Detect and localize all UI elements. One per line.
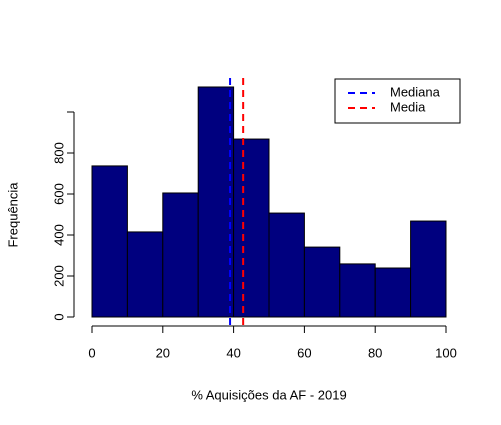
bar	[91, 165, 128, 318]
bar	[268, 212, 305, 318]
bar	[339, 263, 376, 318]
bar	[410, 220, 447, 318]
x-tick-label: 60	[297, 345, 311, 360]
y-tick-label: 400	[51, 224, 66, 246]
y-tick-label: 200	[51, 265, 66, 287]
x-axis-label: % Aquisições da AF - 2019	[191, 387, 346, 402]
y-tick-label: 600	[51, 183, 66, 205]
x-tick-label: 40	[226, 345, 240, 360]
y-tick-label: 0	[51, 313, 66, 320]
x-tick-label: 80	[368, 345, 382, 360]
legend-label: Media	[390, 99, 426, 114]
bar	[197, 86, 235, 318]
x-tick-label: 100	[435, 345, 457, 360]
bar	[233, 138, 270, 318]
bar	[162, 192, 199, 318]
bar	[126, 231, 164, 318]
y-tick-label: 800	[51, 142, 66, 164]
x-tick-label: 20	[156, 345, 170, 360]
y-axis-label: Frequência	[5, 182, 20, 248]
legend-label: Mediana	[390, 84, 441, 99]
legend-box	[334, 78, 461, 124]
bar	[303, 246, 341, 318]
bar	[374, 267, 412, 318]
x-tick-label: 0	[88, 345, 95, 360]
